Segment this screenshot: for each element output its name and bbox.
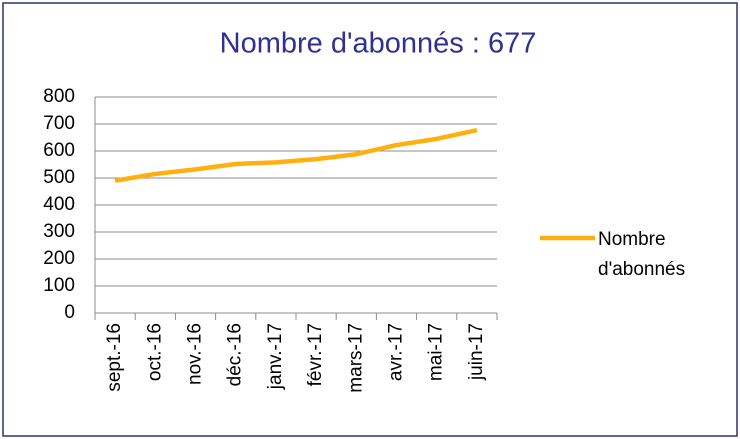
x-tick-label: oct.-16 (144, 323, 165, 381)
x-tick-label: févr.-17 (305, 323, 326, 386)
x-tick-label: nov.-16 (185, 323, 206, 385)
y-tick-label: 100 (43, 275, 75, 296)
y-tick-label: 300 (43, 221, 75, 242)
x-tick-label: mai-17 (426, 323, 447, 381)
x-tick-label: juin-17 (466, 323, 487, 381)
series-line (114, 128, 478, 183)
y-tick-label: 800 (43, 86, 75, 107)
x-tick-label: avr.-17 (386, 323, 407, 381)
y-tick-label: 400 (43, 194, 75, 215)
y-tick-label: 600 (43, 140, 75, 161)
y-tick-label: 700 (43, 113, 75, 134)
x-tick-label: mars-17 (345, 323, 366, 393)
y-tick-label: 0 (64, 302, 75, 323)
chart-title: Nombre d'abonnés : 677 (220, 28, 537, 60)
legend-label: Nombre d'abonnés (598, 229, 686, 280)
x-tick-label: janv.-17 (265, 323, 286, 390)
x-tick-label: sept.-16 (104, 323, 125, 392)
y-tick-label: 200 (43, 248, 75, 269)
y-tick-label: 500 (43, 167, 75, 188)
x-tick-label: déc.-16 (225, 323, 246, 386)
